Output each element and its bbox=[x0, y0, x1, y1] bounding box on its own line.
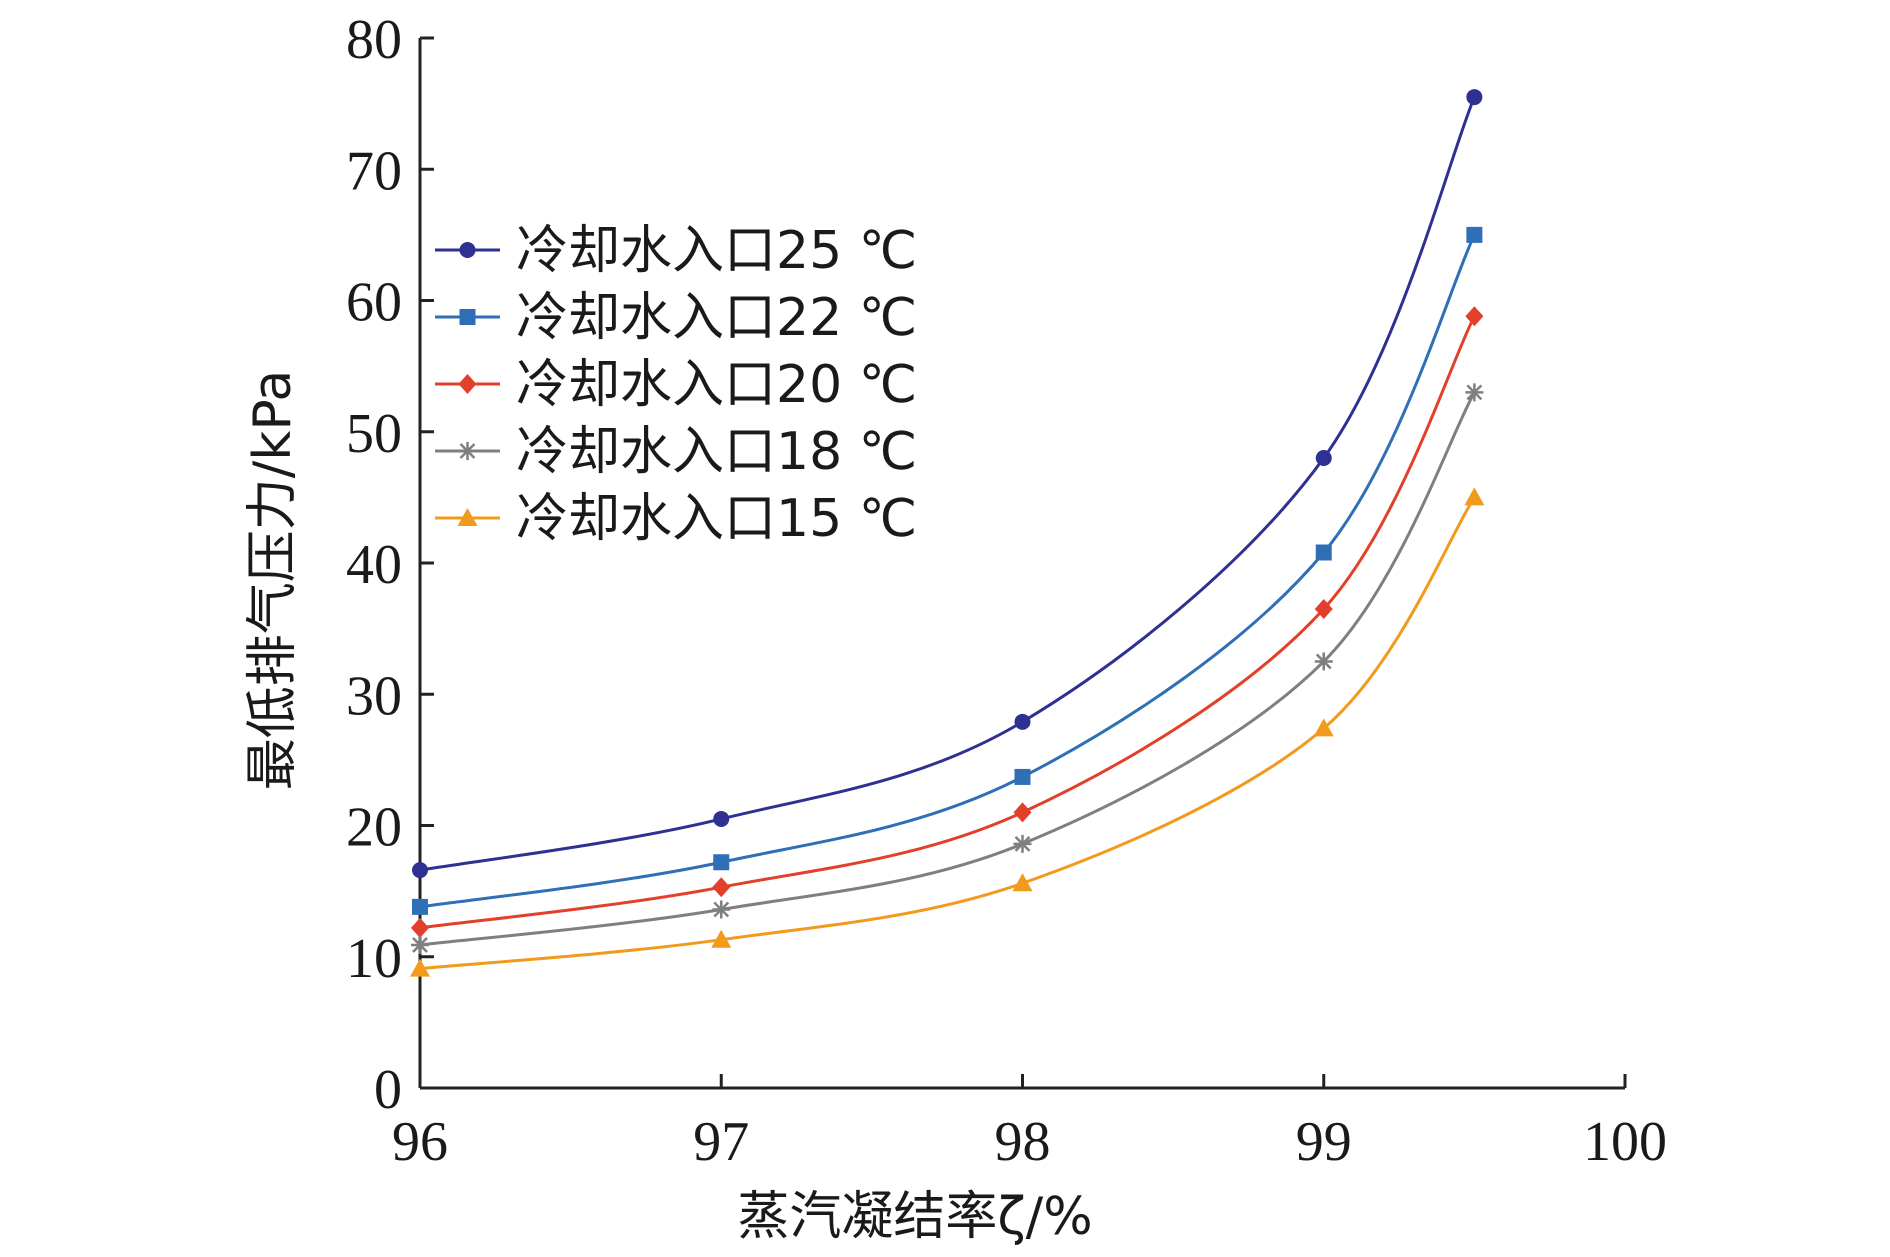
data-point bbox=[1464, 487, 1485, 506]
asterisk-stroke bbox=[412, 937, 428, 953]
data-point bbox=[1013, 802, 1032, 823]
y-tick-label: 0 bbox=[374, 1059, 402, 1121]
series-2 bbox=[411, 306, 1484, 938]
asterisk-stroke bbox=[713, 901, 730, 918]
data-point bbox=[1014, 768, 1031, 785]
series-3 bbox=[411, 383, 1484, 954]
legend-label: 冷却水入口15 ℃ bbox=[516, 489, 917, 549]
data-point bbox=[411, 917, 429, 938]
legend-item: 冷却水入口18 ℃ bbox=[435, 422, 917, 482]
y-tick-label: 80 bbox=[346, 9, 402, 71]
data-point bbox=[1465, 383, 1484, 402]
legend-label: 冷却水入口22 ℃ bbox=[516, 288, 917, 348]
x-axis-title: 蒸汽凝结率ζ/% bbox=[737, 1187, 1092, 1247]
legend-marker bbox=[458, 374, 477, 394]
x-tick-label: 96 bbox=[392, 1111, 448, 1173]
x-tick-label: 97 bbox=[693, 1111, 749, 1173]
legend-label: 冷却水入口20 ℃ bbox=[516, 355, 917, 415]
data-point bbox=[412, 898, 428, 915]
y-tick-label: 10 bbox=[346, 928, 402, 990]
y-tick-label: 70 bbox=[346, 140, 402, 202]
data-point bbox=[411, 935, 429, 954]
y-tick-label: 20 bbox=[346, 797, 402, 859]
data-point bbox=[712, 877, 731, 898]
legend: 冷却水入口25 ℃ 冷却水入口22 ℃ 冷却水入口20 ℃ 冷却水入口18 ℃ 冷却水入… bbox=[435, 221, 917, 549]
legend-marker bbox=[457, 508, 478, 526]
series-line bbox=[419, 315, 1476, 930]
asterisk-stroke bbox=[1315, 653, 1332, 670]
data-point bbox=[1315, 450, 1332, 466]
data-point bbox=[1314, 598, 1333, 619]
data-point bbox=[1465, 306, 1484, 327]
legend-label: 冷却水入口25 ℃ bbox=[516, 221, 917, 281]
legend-item: 冷却水入口15 ℃ bbox=[435, 489, 917, 549]
data-point bbox=[410, 958, 430, 977]
data-point bbox=[711, 929, 732, 948]
axes: 96 97 98 99 100 0 10 20 30 40 50 60 70 80 bbox=[346, 9, 1667, 1173]
legend-label: 冷却水入口18 ℃ bbox=[516, 422, 917, 482]
x-tick-label: 98 bbox=[995, 1111, 1051, 1173]
x-tick-label: 100 bbox=[1583, 1111, 1667, 1173]
legend-marker bbox=[459, 309, 476, 325]
data-point bbox=[1013, 834, 1032, 853]
asterisk-stroke bbox=[1466, 384, 1483, 401]
asterisk-stroke bbox=[1014, 835, 1031, 852]
series-layer bbox=[410, 89, 1485, 977]
series-line bbox=[419, 96, 1476, 872]
data-point bbox=[1314, 652, 1333, 671]
legend-item: 冷却水入口20 ℃ bbox=[435, 355, 917, 415]
series-1 bbox=[412, 226, 1483, 915]
data-point bbox=[713, 810, 730, 827]
data-point bbox=[1014, 713, 1031, 730]
y-tick-label: 40 bbox=[346, 534, 402, 596]
legend-item: 冷却水入口22 ℃ bbox=[435, 288, 917, 348]
data-point bbox=[412, 862, 428, 879]
data-point bbox=[1012, 873, 1033, 892]
legend-item: 冷却水入口25 ℃ bbox=[435, 221, 917, 281]
series-0 bbox=[412, 89, 1483, 879]
legend-marker bbox=[459, 242, 476, 258]
legend-marker bbox=[458, 442, 477, 460]
data-point bbox=[1466, 89, 1483, 106]
series-4 bbox=[410, 487, 1485, 977]
data-point bbox=[1313, 718, 1334, 737]
x-tick-label: 99 bbox=[1296, 1111, 1352, 1173]
y-tick-label: 50 bbox=[346, 403, 402, 465]
y-tick-label: 30 bbox=[346, 665, 402, 727]
data-point bbox=[1315, 544, 1332, 561]
data-point bbox=[1466, 226, 1483, 243]
asterisk-stroke bbox=[459, 443, 476, 459]
y-axis-title: 最低排气压力/kPa bbox=[243, 370, 303, 791]
y-tick-label: 60 bbox=[346, 272, 402, 334]
data-point bbox=[713, 854, 730, 871]
data-point bbox=[712, 900, 731, 919]
